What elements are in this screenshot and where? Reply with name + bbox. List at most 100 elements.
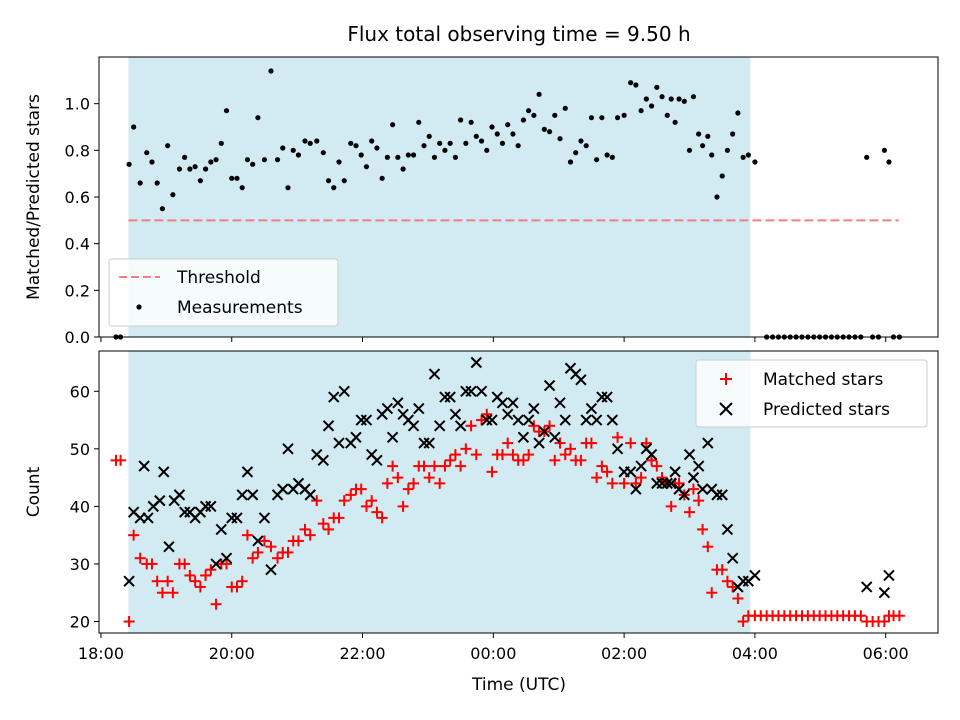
- x-stroke-b: [665, 477, 677, 490]
- matched-star-point: [146, 558, 158, 570]
- measurement-point: [149, 159, 155, 165]
- measurement-point: [699, 143, 706, 149]
- predicted-star-point: [178, 506, 191, 518]
- measurement-point: [229, 175, 235, 181]
- measurement-point: [686, 147, 693, 153]
- matched-star-point: [304, 529, 316, 541]
- ratio-y-ticks: 0.0 0.2 0.4 0.6 0.8 1.0: [65, 95, 99, 347]
- measurement-point: [426, 133, 432, 139]
- predicted-star-point: [413, 402, 425, 415]
- predicted-star-point: [687, 471, 700, 484]
- x-stroke-b: [465, 385, 477, 397]
- predicted-star-point: [226, 512, 238, 524]
- predicted-star-point: [215, 523, 227, 536]
- predicted-star-point: [246, 489, 259, 501]
- predicted-star-point: [338, 385, 350, 397]
- x-stroke-b: [559, 414, 571, 426]
- x-stroke-b: [726, 552, 739, 564]
- matched-star-point: [151, 575, 163, 587]
- predicted-star-point: [444, 391, 456, 403]
- x-stroke-b: [606, 414, 619, 426]
- x-stroke-b: [386, 431, 399, 444]
- x-stroke-b: [418, 437, 430, 449]
- x-stroke-b: [878, 587, 891, 599]
- matched-star-point: [706, 587, 718, 599]
- predicted-star-point: [512, 414, 524, 426]
- predicted-star-point: [635, 460, 647, 472]
- predicted-star-point: [590, 414, 603, 426]
- predicted-star-point: [538, 425, 551, 438]
- predicted-star-point: [138, 460, 150, 472]
- predicted-star-point: [580, 414, 592, 426]
- predicted-star-point: [630, 483, 642, 495]
- measurement-point: [604, 152, 610, 158]
- measurement-point: [588, 115, 595, 121]
- measurement-point: [302, 138, 308, 144]
- x-stroke-b: [184, 506, 196, 518]
- predicted-star-point: [665, 477, 677, 490]
- matched-star-point: [470, 449, 482, 461]
- predicted-star-point: [241, 466, 254, 478]
- matched-star-point: [737, 615, 749, 627]
- measurement-point: [159, 206, 166, 212]
- measurement-point: [633, 82, 639, 88]
- measurement-point: [510, 131, 516, 137]
- matched-star-point: [523, 449, 535, 461]
- x-stroke-b: [241, 466, 254, 478]
- matched-star-point: [258, 535, 270, 547]
- measurement-point: [643, 96, 649, 102]
- predicted-star-point: [304, 489, 316, 501]
- matched-star-point: [528, 420, 540, 432]
- matched-star-point: [673, 477, 685, 489]
- measurement-point: [714, 194, 720, 200]
- predicted-star-point: [123, 575, 135, 587]
- matched-star-point: [878, 615, 890, 627]
- measurement-point: [280, 145, 286, 151]
- matched-star-point: [702, 541, 714, 553]
- matched-star-point: [241, 529, 253, 541]
- predicted-star-point: [433, 420, 446, 432]
- predicted-star-point: [861, 581, 873, 593]
- measurement-point: [353, 143, 359, 149]
- x-stroke-b: [210, 558, 222, 570]
- legend-predicted-label: Predicted stars: [763, 400, 890, 420]
- matched-star-point: [549, 454, 561, 466]
- matched-star-point: [205, 564, 217, 576]
- count-y-ticks: 20 30 40 50 60: [70, 382, 99, 631]
- x-stroke-b: [397, 408, 409, 421]
- measurement-point: [864, 154, 870, 160]
- predicted-star-point: [220, 552, 233, 564]
- x-stroke-b: [678, 489, 690, 501]
- measurement-points: [113, 68, 903, 340]
- x-tick-label: 20:00: [209, 644, 255, 663]
- x-tick-label: 22:00: [339, 644, 385, 663]
- count-y-axis-label: Count: [24, 466, 44, 517]
- measurement-point: [672, 119, 678, 125]
- measurement-point: [557, 136, 563, 142]
- matched-star-point: [247, 552, 259, 564]
- matched-star-point: [387, 460, 399, 472]
- predicted-star-point: [645, 448, 658, 461]
- x-stroke-b: [656, 477, 668, 490]
- measurement-point: [690, 94, 697, 100]
- x-stroke-b: [258, 512, 271, 524]
- count-points: [110, 356, 905, 627]
- measurement-point: [234, 175, 240, 181]
- matched-star-point: [684, 506, 696, 518]
- measurement-point: [384, 154, 390, 160]
- predicted-star-point: [322, 420, 335, 432]
- x-tick-label: 06:00: [863, 644, 909, 663]
- predicted-star-point: [454, 420, 467, 432]
- ratio-y-axis-label: Matched/Predicted stars: [24, 94, 44, 300]
- measurement-point: [244, 157, 251, 163]
- matched-star-point: [402, 483, 414, 495]
- x-stroke-b: [407, 420, 420, 432]
- count-legend-box: [695, 359, 928, 428]
- measurement-point: [331, 185, 337, 191]
- predicted-star-point: [236, 489, 248, 501]
- x-tick-label: 02:00: [601, 644, 647, 663]
- predicted-star-point: [559, 414, 571, 426]
- matched-star-point: [381, 477, 393, 489]
- matched-star-point: [554, 437, 566, 449]
- matched-star-point: [366, 495, 378, 507]
